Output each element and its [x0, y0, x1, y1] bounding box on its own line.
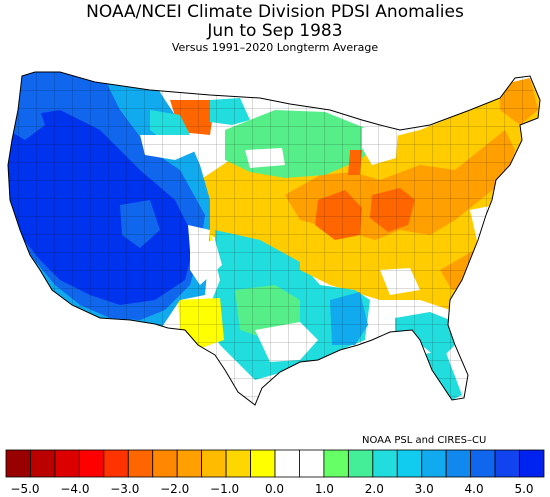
- legend-swatch: [201, 449, 227, 478]
- legend-swatch: [250, 449, 276, 478]
- legend-tick-label: −3.0: [110, 482, 139, 496]
- legend-swatch: [445, 449, 472, 478]
- legend-swatch: [127, 449, 154, 478]
- legend-swatch: [274, 449, 300, 478]
- legend-tick-label: −1.0: [210, 482, 239, 496]
- legend-colorbar: −5.0 −4.0 −3.0 −2.0 −1.0 0.0 1.0 2.0 3.0 4.0 5.0: [5, 449, 545, 496]
- legend-swatch: [176, 449, 203, 478]
- legend-swatch: [5, 449, 31, 478]
- legend-swatch: [225, 449, 251, 478]
- legend-tick-label: −2.0: [160, 482, 189, 496]
- legend-tick-label: 2.0: [365, 482, 384, 496]
- legend-swatch: [519, 449, 545, 478]
- map-subtitle: Versus 1991–2020 Longterm Average: [171, 41, 379, 54]
- legend-tick-label: 3.0: [415, 482, 434, 496]
- legend-swatch: [494, 449, 520, 478]
- legend-tick-label: −4.0: [60, 482, 89, 496]
- legend-swatch: [299, 449, 325, 478]
- legend-tick-label: 0.0: [265, 482, 284, 496]
- credit-text: NOAA PSL and CIRES–CU: [362, 435, 487, 446]
- legend-swatch: [347, 449, 374, 478]
- legend-swatch: [323, 449, 349, 478]
- legend-swatch: [30, 449, 56, 478]
- legend-swatch: [54, 449, 80, 478]
- legend-swatch: [421, 449, 447, 478]
- legend-swatch: [78, 449, 105, 478]
- legend-swatch: [152, 449, 178, 478]
- legend-tick-label: −5.0: [10, 482, 39, 496]
- us-outline: [7, 71, 541, 406]
- legend-swatch: [470, 449, 496, 478]
- legend-swatch: [396, 449, 423, 478]
- map-title-line1: NOAA/NCEI Climate Division PDSI Anomalie…: [86, 2, 464, 22]
- pdsi-anomaly-map: [7, 71, 541, 406]
- legend-tick-label: 4.0: [465, 482, 484, 496]
- map-title-line2: Jun to Sep 1983: [207, 21, 343, 41]
- legend-swatch: [103, 449, 129, 478]
- legend-tick-label: 5.0: [514, 482, 533, 496]
- legend-tick-label: 1.0: [315, 482, 334, 496]
- legend-swatch: [372, 449, 398, 478]
